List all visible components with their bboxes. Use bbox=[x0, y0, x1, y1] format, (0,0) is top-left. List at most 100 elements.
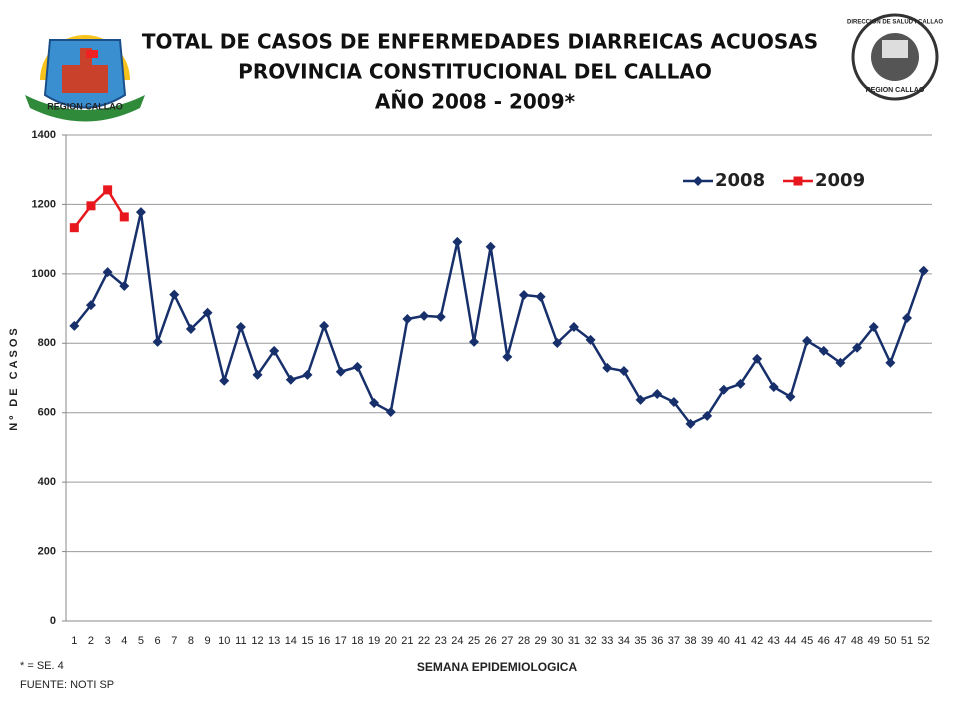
x-tick-label: 26 bbox=[485, 635, 497, 647]
y-tick-label: 400 bbox=[38, 476, 56, 488]
point bbox=[285, 374, 296, 385]
y-tick-label: 800 bbox=[38, 337, 56, 349]
x-tick-label: 17 bbox=[335, 635, 347, 647]
x-tick-label: 44 bbox=[784, 635, 796, 647]
x-tick-label: 12 bbox=[251, 635, 263, 647]
x-tick-label: 3 bbox=[105, 635, 111, 647]
point bbox=[518, 290, 529, 301]
x-tick-label: 37 bbox=[668, 635, 680, 647]
x-tick-label: 10 bbox=[218, 635, 230, 647]
point bbox=[135, 207, 146, 218]
x-tick-label: 31 bbox=[568, 635, 580, 647]
point bbox=[685, 418, 696, 429]
x-tick-label: 4 bbox=[121, 635, 127, 647]
x-tick-label: 11 bbox=[235, 635, 246, 647]
x-tick-label: 39 bbox=[701, 635, 713, 647]
footnote: * = SE. 4 bbox=[20, 660, 64, 672]
y-tick-label: 200 bbox=[38, 545, 56, 557]
y-tick-label: 1200 bbox=[32, 198, 56, 210]
point bbox=[802, 335, 813, 346]
y-tick-label: 1400 bbox=[32, 129, 56, 141]
point bbox=[635, 394, 646, 405]
x-tick-label: 36 bbox=[651, 635, 663, 647]
legend-label: 2008 bbox=[715, 170, 765, 191]
x-tick-label: 21 bbox=[401, 635, 413, 647]
point bbox=[568, 321, 579, 332]
chart-title: PROVINCIA CONSTITUCIONAL DEL CALLAO bbox=[238, 60, 712, 84]
x-tick-label: 5 bbox=[138, 635, 144, 647]
point bbox=[652, 388, 663, 399]
point bbox=[885, 357, 896, 368]
point bbox=[369, 397, 380, 408]
x-tick-label: 29 bbox=[535, 635, 547, 647]
point bbox=[69, 223, 79, 233]
x-tick-label: 38 bbox=[684, 635, 696, 647]
legend: 2008 2009 bbox=[683, 170, 865, 191]
point bbox=[335, 366, 346, 377]
series-line bbox=[73, 211, 925, 426]
point bbox=[552, 337, 563, 348]
point bbox=[852, 342, 863, 353]
x-tick-label: 42 bbox=[751, 635, 763, 647]
y-tick-label: 1000 bbox=[32, 268, 56, 280]
x-tick-label: 25 bbox=[468, 635, 480, 647]
logo-text: DIRECCION DE SALUD I CALLAO bbox=[847, 20, 943, 26]
legend-marker bbox=[693, 176, 703, 186]
point bbox=[319, 320, 330, 331]
x-tick-label: 34 bbox=[618, 635, 630, 647]
point bbox=[185, 324, 196, 335]
point bbox=[452, 236, 463, 247]
point bbox=[485, 241, 496, 252]
logo-left: REGION CALLAO bbox=[25, 35, 145, 122]
x-tick-label: 24 bbox=[451, 635, 463, 647]
x-tick-label: 52 bbox=[918, 635, 930, 647]
x-tick-label: 43 bbox=[768, 635, 780, 647]
point bbox=[785, 391, 796, 402]
point bbox=[119, 212, 129, 222]
legend-marker bbox=[793, 176, 803, 186]
x-tick-label: 41 bbox=[734, 635, 746, 647]
y-axis-label: Nº DE CASOS bbox=[8, 325, 20, 430]
x-tick-label: 45 bbox=[801, 635, 813, 647]
point bbox=[535, 291, 546, 302]
x-tick-label: 46 bbox=[818, 635, 830, 647]
point bbox=[235, 321, 246, 332]
x-tick-label: 35 bbox=[634, 635, 646, 647]
point bbox=[818, 345, 829, 356]
point bbox=[402, 313, 413, 324]
x-tick-label: 7 bbox=[171, 635, 177, 647]
point bbox=[585, 334, 596, 345]
x-tick-label: 2 bbox=[88, 635, 94, 647]
point bbox=[69, 320, 80, 331]
point bbox=[169, 289, 180, 300]
x-tick-label: 50 bbox=[884, 635, 896, 647]
source: FUENTE: NOTI SP bbox=[20, 679, 114, 691]
point bbox=[85, 300, 96, 311]
point bbox=[352, 361, 363, 372]
point bbox=[385, 407, 396, 418]
logo-text: REGION CALLAO bbox=[866, 87, 925, 94]
logo-text: REGION CALLAO bbox=[47, 101, 123, 111]
x-tick-label: 20 bbox=[385, 635, 397, 647]
point bbox=[86, 201, 96, 211]
point bbox=[718, 384, 729, 395]
chart-title: AÑO 2008 - 2009* bbox=[375, 90, 576, 114]
chart-title: TOTAL DE CASOS DE ENFERMEDADES DIARREICA… bbox=[142, 30, 818, 54]
point bbox=[102, 267, 113, 278]
point bbox=[502, 351, 513, 362]
point bbox=[152, 336, 163, 347]
point bbox=[602, 362, 613, 373]
x-axis-label: SEMANA EPIDEMIOLOGICA bbox=[417, 660, 578, 674]
point bbox=[668, 396, 679, 407]
point bbox=[119, 281, 130, 292]
x-tick-label: 22 bbox=[418, 635, 430, 647]
point bbox=[918, 265, 929, 276]
x-tick-label: 16 bbox=[318, 635, 330, 647]
legend-label: 2009 bbox=[815, 170, 865, 191]
point bbox=[269, 345, 280, 356]
x-tick-label: 15 bbox=[301, 635, 313, 647]
x-tick-label: 13 bbox=[268, 635, 280, 647]
x-tick-label: 51 bbox=[901, 635, 913, 647]
point bbox=[735, 378, 746, 389]
